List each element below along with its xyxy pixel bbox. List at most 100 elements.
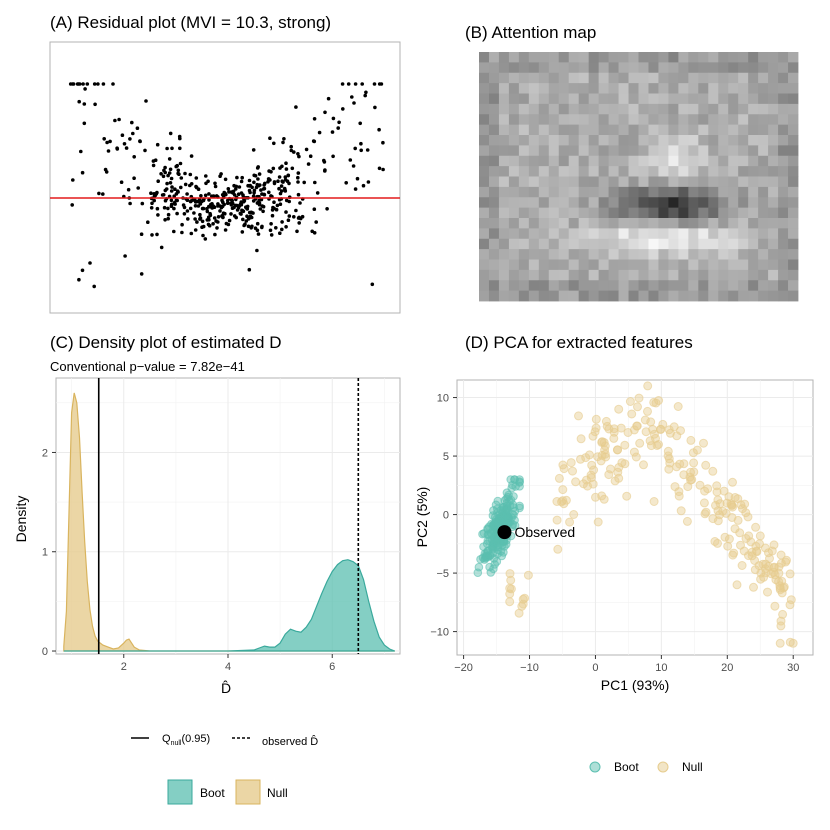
attention-cell bbox=[788, 155, 799, 167]
attention-cell bbox=[748, 249, 759, 260]
residual-point bbox=[173, 187, 177, 191]
residual-point bbox=[165, 146, 169, 151]
residual-point bbox=[359, 148, 364, 153]
attention-cell bbox=[508, 218, 520, 229]
attention-cell bbox=[608, 135, 619, 146]
attention-cell bbox=[578, 176, 590, 188]
attention-cell bbox=[778, 52, 789, 63]
null-point bbox=[520, 593, 530, 603]
attention-cell bbox=[588, 103, 600, 115]
attention-cell bbox=[648, 218, 659, 229]
attention-cell bbox=[748, 83, 759, 94]
attention-cell bbox=[688, 207, 699, 219]
attention-cell bbox=[768, 218, 779, 229]
attention-cell bbox=[768, 228, 779, 240]
attention-cell bbox=[768, 197, 779, 209]
attention-cell bbox=[498, 52, 510, 63]
panel-d-observed: Observed bbox=[497, 524, 575, 540]
null-point bbox=[553, 544, 563, 554]
attention-cell bbox=[548, 93, 560, 105]
residual-point bbox=[166, 212, 171, 217]
residual-point bbox=[279, 184, 284, 188]
attention-cell bbox=[558, 249, 570, 260]
attention-cell bbox=[718, 186, 729, 198]
attention-cell bbox=[718, 207, 729, 219]
residual-point bbox=[245, 214, 249, 218]
attention-cell bbox=[518, 280, 530, 292]
null-point bbox=[682, 516, 692, 526]
residual-point bbox=[194, 176, 199, 180]
attention-cell bbox=[518, 228, 530, 240]
residual-point bbox=[341, 107, 345, 111]
residual-point bbox=[286, 218, 291, 222]
residual-point bbox=[165, 181, 169, 186]
residual-point bbox=[80, 268, 85, 273]
residual-point bbox=[92, 82, 97, 86]
null-point bbox=[574, 411, 583, 421]
residual-point bbox=[355, 176, 360, 181]
null-point bbox=[728, 550, 738, 560]
attention-cell bbox=[758, 207, 769, 219]
attention-cell bbox=[718, 176, 729, 188]
residual-point bbox=[239, 201, 243, 206]
attention-cell bbox=[598, 249, 609, 260]
null-point bbox=[775, 638, 785, 648]
attention-cell bbox=[738, 93, 749, 105]
residual-point bbox=[272, 200, 276, 204]
attention-cell bbox=[528, 72, 540, 84]
attention-cell bbox=[678, 259, 689, 271]
attention-cell bbox=[648, 124, 659, 136]
residual-point bbox=[255, 228, 260, 233]
attention-cell bbox=[588, 186, 600, 198]
panel-c-density-areas bbox=[63, 392, 396, 652]
attention-cell bbox=[538, 135, 550, 146]
attention-cell bbox=[608, 176, 619, 188]
attention-cell bbox=[658, 176, 669, 188]
attention-cell bbox=[688, 197, 699, 209]
residual-point bbox=[213, 232, 217, 237]
residual-point bbox=[204, 174, 208, 178]
residual-point bbox=[325, 207, 329, 211]
residual-point bbox=[377, 82, 382, 86]
residual-point bbox=[199, 194, 203, 198]
attention-cell bbox=[568, 52, 580, 63]
residual-point bbox=[71, 178, 75, 182]
attention-cell bbox=[538, 62, 550, 74]
residual-point bbox=[246, 183, 250, 188]
attention-cell bbox=[608, 103, 619, 115]
attention-cell bbox=[788, 218, 799, 229]
attention-cell bbox=[548, 207, 560, 219]
residual-point bbox=[150, 201, 154, 206]
residual-point bbox=[275, 203, 280, 208]
attention-cell bbox=[598, 124, 609, 136]
attention-cell bbox=[648, 197, 659, 209]
residual-point bbox=[278, 231, 282, 235]
residual-point bbox=[241, 217, 245, 222]
attention-cell bbox=[698, 145, 709, 157]
attention-cell bbox=[668, 72, 679, 84]
residual-point bbox=[210, 194, 214, 198]
attention-cell bbox=[738, 259, 749, 271]
residual-point bbox=[247, 267, 252, 272]
residual-point bbox=[149, 191, 153, 195]
residual-point bbox=[85, 82, 90, 86]
attention-cell bbox=[479, 249, 490, 260]
attention-cell bbox=[688, 93, 699, 105]
attention-cell bbox=[708, 166, 719, 177]
attention-cell bbox=[548, 62, 560, 74]
null-point bbox=[597, 450, 607, 460]
d-ytick-label: −10 bbox=[430, 627, 449, 639]
attention-cell bbox=[648, 135, 659, 146]
residual-point bbox=[162, 168, 166, 173]
residual-point bbox=[139, 232, 144, 236]
attention-cell bbox=[508, 176, 520, 188]
null-point bbox=[761, 559, 771, 569]
attention-cell bbox=[488, 197, 500, 209]
null-point bbox=[591, 423, 601, 433]
attention-cell bbox=[588, 83, 600, 94]
attention-cell bbox=[728, 176, 739, 188]
residual-point bbox=[216, 204, 220, 208]
residual-point bbox=[192, 211, 196, 215]
attention-cell bbox=[678, 176, 689, 188]
attention-cell bbox=[718, 259, 729, 271]
